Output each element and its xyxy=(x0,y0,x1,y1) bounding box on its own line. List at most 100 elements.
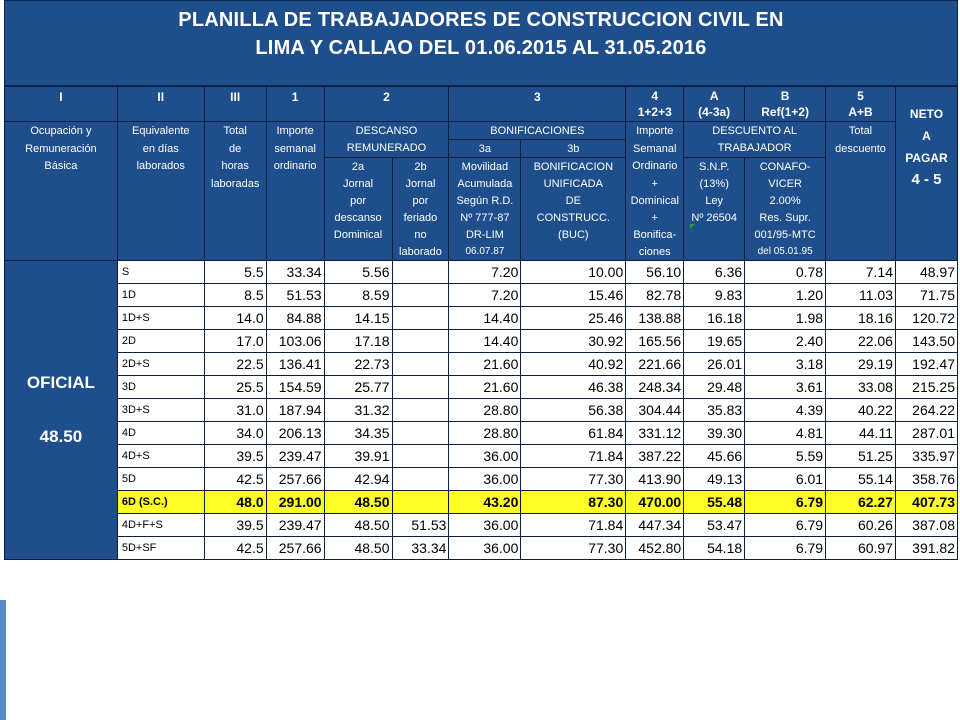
cell-B[interactable]: 6.79 xyxy=(744,536,827,560)
cell-2a[interactable]: 48.50 xyxy=(323,513,393,537)
cell-B[interactable]: 1.98 xyxy=(744,306,827,330)
cell-neto[interactable]: 264.22 xyxy=(894,398,959,422)
cell-neto[interactable]: 48.97 xyxy=(894,260,959,284)
cell-A[interactable]: 54.18 xyxy=(683,536,746,560)
cell-neto[interactable]: 120.72 xyxy=(894,306,959,330)
cell-importe[interactable]: 257.66 xyxy=(265,536,325,560)
cell-3a[interactable]: 21.60 xyxy=(448,375,522,399)
cell-3b[interactable]: 61.84 xyxy=(520,421,627,445)
cell-A[interactable]: 45.66 xyxy=(683,444,746,468)
cell-3a[interactable]: 7.20 xyxy=(448,260,522,284)
row-category[interactable]: 4D+S xyxy=(116,444,205,468)
cell-3a[interactable]: 14.40 xyxy=(448,329,522,353)
cell-5[interactable]: 51.25 xyxy=(825,444,896,468)
cell-4[interactable]: 221.66 xyxy=(625,352,685,376)
cell-4[interactable]: 82.78 xyxy=(625,283,685,307)
cell-3b[interactable]: 71.84 xyxy=(520,444,627,468)
cell-hours[interactable]: 39.5 xyxy=(203,444,267,468)
cell-2a[interactable]: 14.15 xyxy=(323,306,393,330)
cell-A[interactable]: 16.18 xyxy=(683,306,746,330)
cell-3b[interactable]: 71.84 xyxy=(520,513,627,537)
cell-3b[interactable]: 77.30 xyxy=(520,536,627,560)
cell-4[interactable]: 248.34 xyxy=(625,375,685,399)
cell-3a[interactable]: 36.00 xyxy=(448,513,522,537)
cell-A[interactable]: 53.47 xyxy=(683,513,746,537)
cell-A[interactable]: 29.48 xyxy=(683,375,746,399)
cell-B[interactable]: 0.78 xyxy=(744,260,827,284)
cell-neto[interactable]: 391.82 xyxy=(894,536,959,560)
cell-3a[interactable]: 7.20 xyxy=(448,283,522,307)
row-category[interactable]: 6D (S.C.) xyxy=(116,490,205,514)
cell-hours[interactable]: 17.0 xyxy=(203,329,267,353)
cell-hours[interactable]: 22.5 xyxy=(203,352,267,376)
cell-hours[interactable]: 8.5 xyxy=(203,283,267,307)
cell-importe[interactable]: 136.41 xyxy=(265,352,325,376)
cell-2b[interactable]: 51.53 xyxy=(391,513,450,537)
cell-A[interactable]: 49.13 xyxy=(683,467,746,491)
cell-2b[interactable] xyxy=(391,444,450,468)
cell-4[interactable]: 56.10 xyxy=(625,260,685,284)
cell-2a[interactable]: 31.32 xyxy=(323,398,393,422)
cell-importe[interactable]: 257.66 xyxy=(265,467,325,491)
row-category[interactable]: 2D xyxy=(116,329,205,353)
cell-hours[interactable]: 14.0 xyxy=(203,306,267,330)
cell-B[interactable]: 1.20 xyxy=(744,283,827,307)
cell-hours[interactable]: 42.5 xyxy=(203,536,267,560)
cell-importe[interactable]: 187.94 xyxy=(265,398,325,422)
cell-2a[interactable]: 8.59 xyxy=(323,283,393,307)
cell-3b[interactable]: 40.92 xyxy=(520,352,627,376)
row-category[interactable]: 4D+F+S xyxy=(116,513,205,537)
cell-A[interactable]: 9.83 xyxy=(683,283,746,307)
cell-neto[interactable]: 335.97 xyxy=(894,444,959,468)
cell-2b[interactable] xyxy=(391,398,450,422)
cell-5[interactable]: 7.14 xyxy=(825,260,896,284)
cell-2a[interactable]: 22.73 xyxy=(323,352,393,376)
cell-4[interactable]: 138.88 xyxy=(625,306,685,330)
cell-importe[interactable]: 239.47 xyxy=(265,444,325,468)
cell-neto[interactable]: 287.01 xyxy=(894,421,959,445)
cell-4[interactable]: 447.34 xyxy=(625,513,685,537)
row-category[interactable]: 4D xyxy=(116,421,205,445)
cell-2a[interactable]: 34.35 xyxy=(323,421,393,445)
cell-3b[interactable]: 77.30 xyxy=(520,467,627,491)
cell-3b[interactable]: 10.00 xyxy=(520,260,627,284)
cell-4[interactable]: 331.12 xyxy=(625,421,685,445)
cell-2b[interactable]: 33.34 xyxy=(391,536,450,560)
cell-3b[interactable]: 46.38 xyxy=(520,375,627,399)
cell-5[interactable]: 29.19 xyxy=(825,352,896,376)
cell-3a[interactable]: 14.40 xyxy=(448,306,522,330)
cell-neto[interactable]: 71.75 xyxy=(894,283,959,307)
cell-2b[interactable] xyxy=(391,467,450,491)
row-category[interactable]: S xyxy=(116,260,205,284)
cell-2a[interactable]: 48.50 xyxy=(323,536,393,560)
cell-4[interactable]: 304.44 xyxy=(625,398,685,422)
cell-B[interactable]: 3.61 xyxy=(744,375,827,399)
cell-importe[interactable]: 103.06 xyxy=(265,329,325,353)
cell-importe[interactable]: 291.00 xyxy=(265,490,325,514)
cell-2a[interactable]: 17.18 xyxy=(323,329,393,353)
cell-3a[interactable]: 28.80 xyxy=(448,398,522,422)
cell-2b[interactable] xyxy=(391,490,450,514)
cell-neto[interactable]: 358.76 xyxy=(894,467,959,491)
cell-B[interactable]: 6.79 xyxy=(744,490,827,514)
cell-hours[interactable]: 42.5 xyxy=(203,467,267,491)
cell-importe[interactable]: 33.34 xyxy=(265,260,325,284)
cell-2b[interactable] xyxy=(391,329,450,353)
cell-importe[interactable]: 239.47 xyxy=(265,513,325,537)
cell-4[interactable]: 413.90 xyxy=(625,467,685,491)
cell-3a[interactable]: 36.00 xyxy=(448,536,522,560)
cell-importe[interactable]: 51.53 xyxy=(265,283,325,307)
row-category[interactable]: 1D+S xyxy=(116,306,205,330)
row-category[interactable]: 5D+SF xyxy=(116,536,205,560)
cell-A[interactable]: 55.48 xyxy=(683,490,746,514)
cell-3b[interactable]: 30.92 xyxy=(520,329,627,353)
row-category[interactable]: 2D+S xyxy=(116,352,205,376)
cell-A[interactable]: 6.36 xyxy=(683,260,746,284)
cell-3b[interactable]: 87.30 xyxy=(520,490,627,514)
cell-A[interactable]: 19.65 xyxy=(683,329,746,353)
cell-5[interactable]: 11.03 xyxy=(825,283,896,307)
row-category[interactable]: 3D xyxy=(116,375,205,399)
cell-B[interactable]: 6.79 xyxy=(744,513,827,537)
cell-4[interactable]: 452.80 xyxy=(625,536,685,560)
cell-2a[interactable]: 42.94 xyxy=(323,467,393,491)
